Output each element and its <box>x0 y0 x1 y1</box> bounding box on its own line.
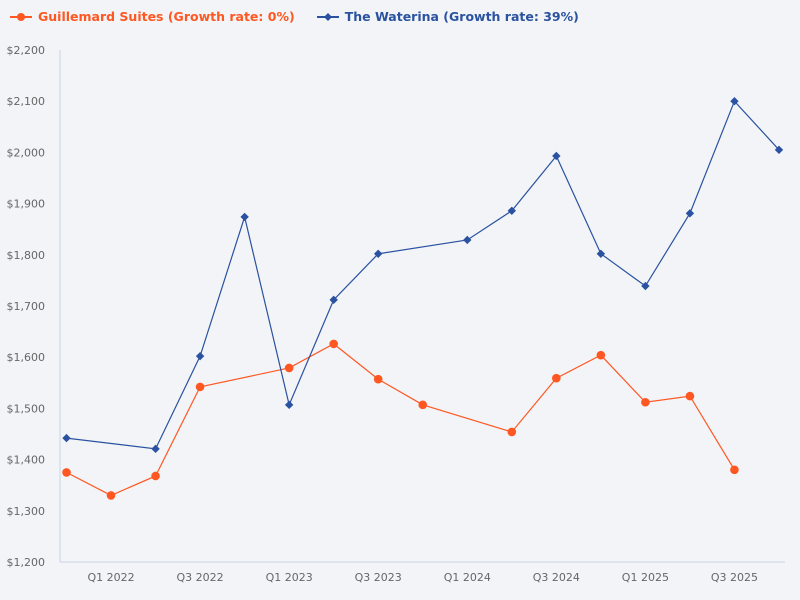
data-point <box>195 382 205 392</box>
legend-item-guillemard[interactable]: Guillemard Suites (Growth rate: 0%) <box>10 9 295 24</box>
y-tick-label: $1,600 <box>7 351 46 364</box>
y-tick-label: $1,400 <box>7 454 46 467</box>
legend-label: The Waterina (Growth rate: 39%) <box>344 9 579 24</box>
y-tick-label: $1,900 <box>7 198 46 211</box>
circle-marker-icon <box>10 12 32 21</box>
data-point <box>507 427 517 437</box>
x-tick-label: Q3 2023 <box>355 571 402 584</box>
data-point <box>373 374 383 384</box>
data-point <box>685 391 695 401</box>
data-point <box>463 235 472 245</box>
data-point <box>329 295 338 305</box>
y-tick-label: $2,000 <box>7 146 46 159</box>
y-tick-label: $1,500 <box>7 402 46 415</box>
legend-label: Guillemard Suites (Growth rate: 0%) <box>38 9 295 24</box>
series-line-1 <box>66 100 780 450</box>
series-line-0 <box>66 343 735 497</box>
diamond-marker-icon <box>316 12 339 21</box>
data-point <box>685 209 695 218</box>
data-point <box>774 145 784 155</box>
x-tick-label: Q1 2025 <box>622 571 669 584</box>
data-point <box>284 400 294 410</box>
data-point <box>552 151 561 161</box>
y-tick-label: $1,700 <box>7 300 46 313</box>
x-tick-label: Q1 2022 <box>87 571 134 584</box>
data-point <box>730 465 739 475</box>
data-point <box>62 468 71 477</box>
data-point <box>418 400 428 410</box>
x-tick-label: Q1 2024 <box>444 571 491 584</box>
data-point <box>284 363 294 373</box>
y-tick-label: $2,200 <box>7 44 46 57</box>
y-tick-label: $1,300 <box>7 505 46 518</box>
legend: Guillemard Suites (Growth rate: 0%) The … <box>10 9 579 24</box>
data-point <box>62 433 71 443</box>
data-point <box>106 491 116 500</box>
x-tick-label: Q3 2024 <box>533 571 580 584</box>
x-tick-label: Q3 2022 <box>177 571 224 584</box>
data-point <box>641 397 650 407</box>
data-point <box>596 249 606 258</box>
data-point <box>240 212 249 222</box>
data-point <box>507 206 516 215</box>
y-tick-label: $1,200 <box>7 556 46 569</box>
y-tick-label: $1,800 <box>7 249 46 262</box>
data-point <box>552 373 561 383</box>
y-tick-label: $2,100 <box>7 95 46 108</box>
legend-item-waterina[interactable]: The Waterina (Growth rate: 39%) <box>316 9 579 24</box>
x-tick-label: Q3 2025 <box>711 571 758 584</box>
x-tick-label: Q1 2023 <box>266 571 313 584</box>
data-point <box>596 350 606 360</box>
data-point <box>329 339 338 349</box>
data-point <box>195 351 205 361</box>
data-point <box>151 444 160 454</box>
data-point <box>151 471 160 481</box>
data-point <box>641 281 650 291</box>
data-point <box>374 249 383 258</box>
data-point <box>730 97 739 106</box>
